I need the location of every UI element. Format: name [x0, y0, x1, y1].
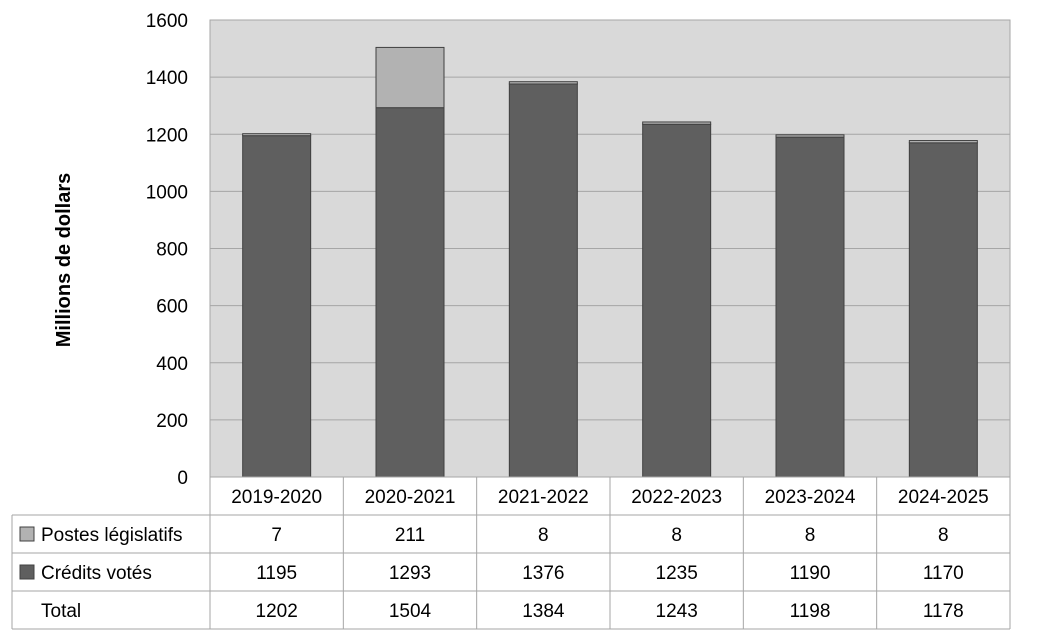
bar-postes-legislatifs	[642, 121, 712, 125]
legend-label: Crédits votés	[41, 563, 152, 584]
data-label: 8	[538, 525, 549, 546]
legend-swatch	[19, 564, 35, 580]
data-label: 7	[271, 525, 282, 546]
x-category-label: 2023-2024	[765, 487, 856, 508]
total-value: 1384	[522, 601, 565, 622]
data-label: 1235	[656, 563, 698, 584]
x-category-label: 2020-2021	[365, 487, 456, 508]
bar-postes-legislatifs	[908, 140, 978, 144]
data-label: 1293	[389, 563, 431, 584]
y-tick-label: 600	[156, 297, 188, 318]
y-tick-label: 1600	[146, 11, 188, 32]
y-tick-label: 0	[177, 468, 188, 489]
total-value: 1504	[389, 601, 432, 622]
x-category-label: 2019-2020	[231, 487, 322, 508]
gridlines	[210, 76, 1010, 421]
bar-postes-legislatifs	[775, 134, 845, 138]
bar-credits-votes	[908, 142, 978, 478]
data-label: 1376	[522, 563, 564, 584]
y-tick-label: 400	[156, 354, 188, 375]
y-tick-label: 200	[156, 411, 188, 432]
x-category-label: 2021-2022	[498, 487, 589, 508]
bar-credits-votes	[375, 107, 445, 478]
data-table: 2019-2020 2020-2021 2021-2022 2022-2023 2023…	[11, 476, 1011, 630]
legend-label: Postes législatifs	[41, 525, 183, 546]
data-label: 1195	[256, 563, 297, 584]
y-tick-label: 1400	[146, 68, 188, 89]
y-tick-label: 1000	[146, 182, 188, 203]
total-label: Total	[41, 601, 81, 622]
x-category-label: 2024-2025	[898, 487, 989, 508]
legend-swatch	[19, 526, 35, 542]
total-value: 1202	[256, 601, 298, 622]
bar-credits-votes	[642, 123, 712, 478]
y-tick-label: 800	[156, 240, 188, 261]
data-label: 8	[938, 525, 949, 546]
data-label: 1190	[790, 563, 831, 584]
bar-credits-votes	[775, 136, 845, 478]
bars	[242, 46, 978, 478]
bar-postes-legislatifs	[242, 133, 312, 137]
y-axis-label: Millions de dollars	[53, 173, 75, 347]
total-value: 1243	[656, 601, 698, 622]
bar-credits-votes	[242, 135, 312, 478]
bar-credits-votes	[508, 83, 578, 478]
y-axis-ticks: 0 200 400 600 800 1000 1200 1400 1600	[146, 11, 188, 489]
bar-postes-legislatifs	[375, 46, 445, 109]
y-tick-label: 1200	[146, 125, 188, 146]
total-value: 1178	[923, 601, 964, 622]
data-label: 8	[671, 525, 682, 546]
data-label: 8	[805, 525, 816, 546]
total-value: 1198	[790, 601, 831, 622]
data-label: 211	[395, 525, 425, 546]
bar-postes-legislatifs	[508, 81, 578, 85]
data-label: 1170	[923, 563, 964, 584]
x-category-label: 2022-2023	[631, 487, 722, 508]
